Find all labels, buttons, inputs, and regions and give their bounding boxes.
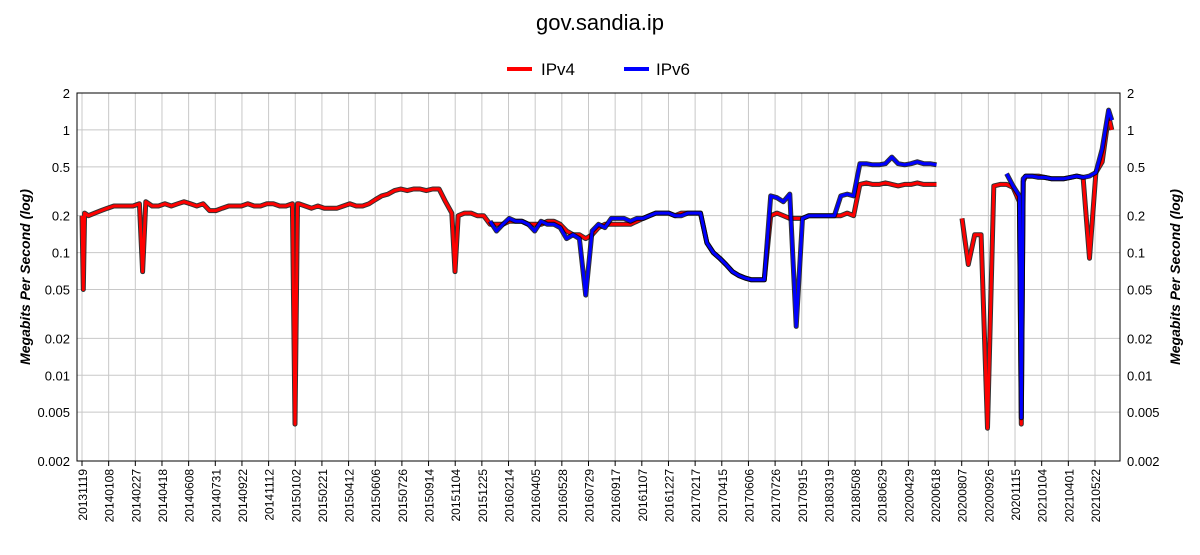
y-tick-label-right: 0.1 [1127,246,1145,261]
x-tick-label: 20131119 [76,469,90,521]
y-tick-label-right: 0.002 [1127,454,1160,469]
y-tick-label-left: 1 [63,123,70,138]
x-tick-label: 20200926 [982,469,996,523]
series-line-ipv6-late- [1005,108,1114,420]
x-tick-label: 20160528 [556,469,570,523]
x-tick-label: 20151225 [476,469,490,523]
grid [77,92,1120,462]
y-axis-left: 2 1 0.5 0.2 0.1 0.05 0.02 0.01 0.005 0.002 [37,86,70,469]
x-tick-label: 20210522 [1089,469,1103,523]
y-axis-label-left: Megabits Per Second (log) [17,189,33,365]
x-tick-label: 20150221 [316,469,330,523]
x-tick-label: 20170915 [796,469,810,523]
x-tick-label: 20140922 [236,469,250,523]
legend-label-ipv6: IPv6 [656,60,690,79]
x-tick-label: 20140608 [183,469,197,523]
y-tick-label-right: 1 [1127,123,1134,138]
legend-label-ipv4: IPv4 [541,60,575,79]
x-tick-label: 20150412 [343,469,357,523]
x-tick-label: 20160405 [529,469,543,523]
x-tick-label: 20180508 [849,469,863,523]
y-tick-label-left: 0.05 [45,283,70,298]
x-tick-label: 20150914 [423,469,437,523]
x-tick-label: 20150102 [289,469,303,523]
y-tick-label-right: 0.01 [1127,368,1152,383]
y-tick-label-right: 0.5 [1127,160,1145,175]
plot-frame [76,92,1121,462]
x-tick-label: 20161107 [636,469,650,522]
x-tick-label: 20160917 [609,469,623,523]
x-tick-label: 20170415 [716,469,730,523]
x-tick-label: 20170217 [689,469,703,523]
x-tick-label: 20201115 [1009,469,1023,521]
x-tick-label: 20140108 [103,469,117,523]
x-tick-label: 20180629 [876,469,890,523]
y-axis-right: 2 1 0.5 0.2 0.1 0.05 0.02 0.01 0.005 0.002 [1127,86,1160,469]
legend: IPv4 IPv6 [507,60,690,79]
chart-title: gov.sandia.ip [536,10,664,35]
x-tick-label: 20210401 [1062,469,1076,523]
y-tick-label-left: 0.005 [37,405,70,420]
x-axis: 20131119 20140108 20140227 20140418 20140608… [76,461,1103,522]
x-tick-label: 20150726 [396,469,410,523]
y-tick-label-left: 0.002 [37,454,70,469]
y-tick-label-left: 0.1 [52,246,70,261]
y-tick-label-right: 2 [1127,86,1134,101]
x-tick-label: 20170726 [769,469,783,523]
x-tick-label: 20140227 [129,469,143,523]
series-layer [79,107,1115,431]
x-tick-label: 20140731 [209,469,223,523]
x-tick-label: 20200618 [929,469,943,523]
x-tick-label: 20150606 [369,469,383,523]
y-tick-label-left: 0.02 [45,331,70,346]
x-tick-label: 20200807 [956,469,970,523]
y-tick-label-right: 0.005 [1127,405,1160,420]
y-tick-label-right: 0.02 [1127,331,1152,346]
y-tick-label-left: 0.2 [52,209,70,224]
x-tick-label: 20200429 [902,469,916,523]
y-tick-label-right: 0.05 [1127,283,1152,298]
x-tick-label: 20160729 [583,469,597,523]
x-tick-label: 20160214 [503,469,517,523]
x-tick-label: 20141112 [263,469,277,521]
x-tick-label: 20210104 [1036,469,1050,523]
y-tick-label-left: 2 [63,86,70,101]
y-tick-label-right: 0.2 [1127,209,1145,224]
series-line-ipv6 [488,155,937,328]
y-axis-label-right: Megabits Per Second (log) [1167,189,1183,365]
x-tick-label: 20140418 [156,469,170,523]
x-tick-label: 20151104 [449,469,463,522]
x-tick-label: 20180319 [822,469,836,523]
y-tick-label-left: 0.01 [45,368,70,383]
x-tick-label: 20161227 [662,469,676,523]
y-tick-label-left: 0.5 [52,160,70,175]
x-tick-label: 20170606 [742,469,756,523]
